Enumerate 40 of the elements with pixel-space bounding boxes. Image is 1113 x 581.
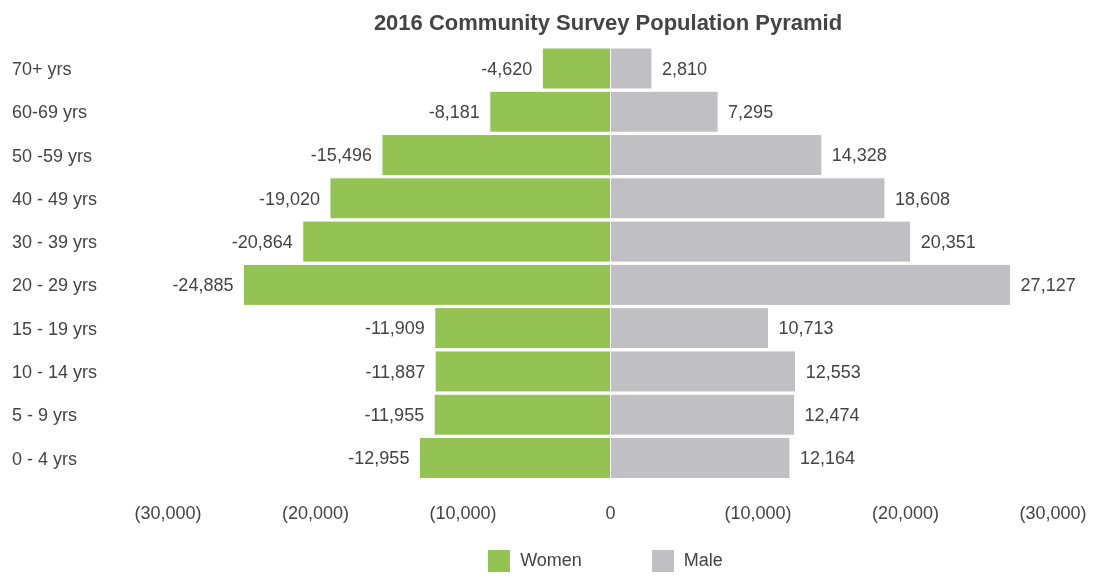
data-label: 2,810 bbox=[661, 58, 707, 79]
x-tick-label: (30,000) bbox=[134, 502, 202, 523]
y-tick-label: 10 - 14 yrs bbox=[12, 361, 98, 382]
x-tick-label: 0 bbox=[605, 502, 616, 523]
chart-title: 2016 Community Survey Population Pyramid bbox=[372, 9, 844, 37]
x-tick-label: (10,000) bbox=[429, 502, 497, 523]
y-tick-label: 60-69 yrs bbox=[12, 102, 88, 123]
y-tick-label: 40 - 49 yrs bbox=[12, 188, 98, 209]
data-label: -8,181 bbox=[428, 102, 480, 123]
data-label: -11,909 bbox=[365, 318, 425, 339]
x-tick-label: (20,000) bbox=[871, 502, 940, 523]
y-tick-label: 70+ yrs bbox=[12, 59, 72, 80]
x-tick-label: (20,000) bbox=[281, 502, 350, 523]
x-tick-label: (30,000) bbox=[1019, 502, 1087, 523]
data-label: -20,864 bbox=[231, 231, 293, 252]
data-label: -19,020 bbox=[258, 188, 320, 209]
data-label: -12,955 bbox=[348, 448, 410, 469]
data-label: 14,328 bbox=[831, 145, 887, 166]
data-label: 12,474 bbox=[804, 405, 860, 425]
legend-label: Women bbox=[520, 549, 582, 570]
y-tick-label: 20 - 29 yrs bbox=[12, 275, 98, 296]
y-tick-label: 15 - 19 yrs bbox=[12, 318, 98, 339]
data-label: -4,620 bbox=[481, 58, 533, 79]
data-label: 12,164 bbox=[799, 448, 855, 469]
legend-label: Male bbox=[683, 549, 723, 570]
data-label: 20,351 bbox=[920, 231, 976, 252]
data-label: -11,955 bbox=[364, 405, 425, 425]
y-tick-label: 30 - 39 yrs bbox=[12, 232, 98, 253]
data-label: 7,295 bbox=[728, 102, 774, 123]
data-label: 12,553 bbox=[805, 361, 861, 382]
data-label: -24,885 bbox=[172, 275, 234, 296]
y-tick-label: 5 - 9 yrs bbox=[12, 405, 78, 426]
data-label: -15,496 bbox=[310, 145, 372, 166]
y-tick-label: 50 -59 yrs bbox=[12, 145, 93, 166]
y-tick-label: 0 - 4 yrs bbox=[12, 448, 78, 469]
data-label: 27,127 bbox=[1020, 275, 1076, 296]
data-label: 18,608 bbox=[894, 188, 951, 209]
data-label: -11,887 bbox=[365, 361, 426, 382]
data-label: 10,713 bbox=[778, 318, 834, 339]
x-tick-label: (10,000) bbox=[724, 502, 792, 523]
